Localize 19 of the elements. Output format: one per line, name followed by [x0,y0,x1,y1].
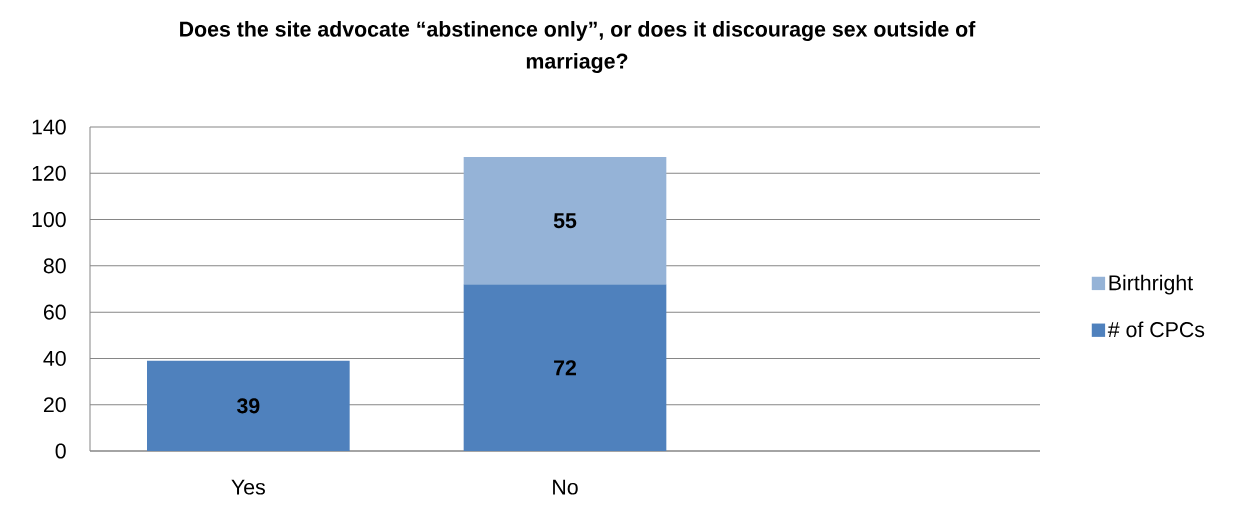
chart-title: Does the site advocate “abstinence only”, or does it discourage sex outside of marriage? [180,21,976,73]
data-label: 39 [236,398,260,414]
y-tick-label: 0 [55,443,66,459]
x-tick-label: Yes [231,479,265,495]
data-label: 72 [554,360,576,376]
bar [147,360,350,451]
y-tick-label: 140 [32,119,66,135]
bar [463,284,667,451]
y-tick-label: 60 [43,304,66,320]
data-label: 55 [553,213,577,229]
legend-label: # of CPCs [1107,321,1205,338]
y-tick-label: 80 [43,258,66,274]
y-tick-label: 120 [32,165,66,181]
y-tick-label: 40 [43,350,66,366]
y-tick-label: 20 [43,397,66,413]
legend-label: Birthright [1109,274,1193,295]
bar [463,157,667,285]
x-tick-label: No [553,479,578,495]
y-tick-label: 100 [32,212,66,228]
